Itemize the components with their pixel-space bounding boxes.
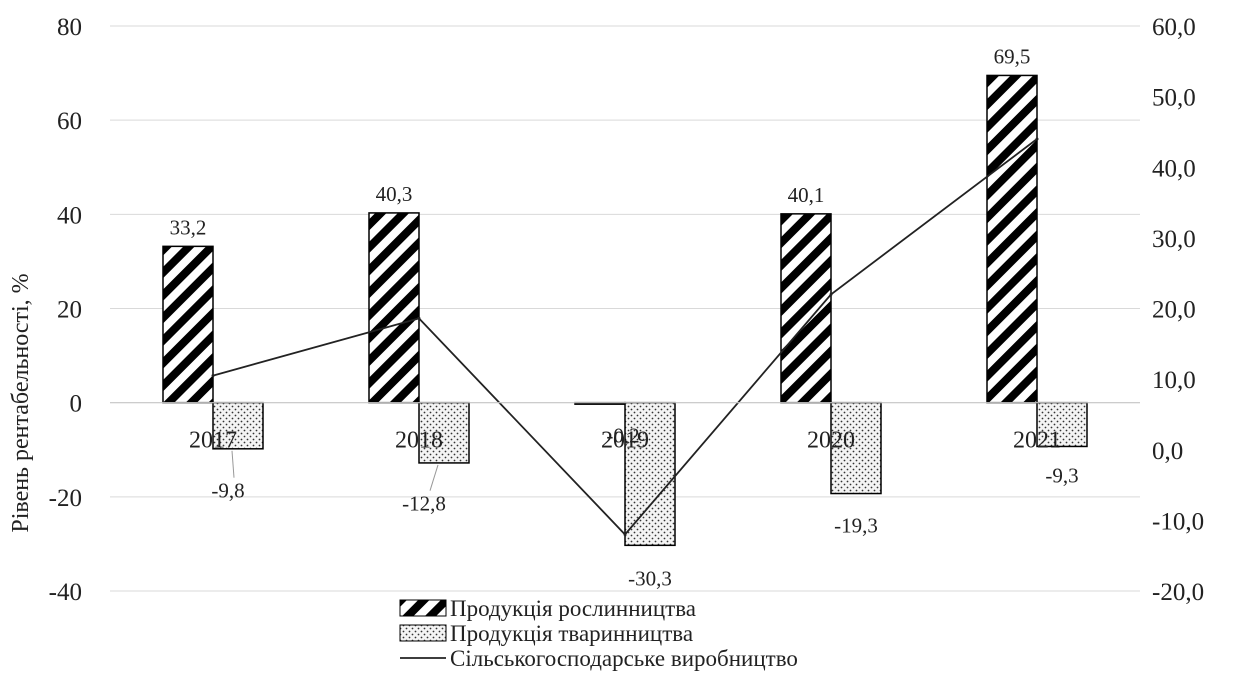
data-label-animal: -30,3 bbox=[628, 567, 672, 591]
data-label-plant: 40,3 bbox=[376, 182, 413, 206]
line-point bbox=[1035, 137, 1039, 141]
y2-tick-label: 20,0 bbox=[1152, 297, 1196, 324]
data-label-plant: 40,1 bbox=[788, 183, 825, 207]
bar-plant bbox=[780, 213, 832, 404]
y-tick-label: 60 bbox=[57, 108, 82, 135]
y2-tick-label: -20,0 bbox=[1152, 579, 1204, 606]
y-tick-label: 20 bbox=[57, 297, 82, 324]
y-axis-label: Рівень рентабельності, % bbox=[8, 273, 34, 532]
y2-tick-label: 60,0 bbox=[1152, 14, 1196, 41]
y-tick-label: 80 bbox=[57, 14, 82, 41]
bar-animal bbox=[212, 401, 264, 450]
y2-tick-label: 30,0 bbox=[1152, 226, 1196, 253]
line-series bbox=[211, 137, 1039, 536]
y-tick-label: 40 bbox=[57, 202, 82, 229]
data-label-animal: -9,8 bbox=[211, 479, 244, 503]
bar-plant bbox=[368, 212, 420, 404]
x-tick-label: 2020 bbox=[807, 428, 855, 454]
legend-swatch-dots bbox=[399, 624, 447, 642]
leader-line bbox=[231, 450, 235, 478]
data-label-animal: -12,8 bbox=[402, 492, 446, 516]
data-labels: 2017 2018 2019 2020 2021 33,2 40,3 -0,2 40,1 69,5… bbox=[170, 44, 1079, 590]
legend-swatch-hatch bbox=[399, 599, 447, 617]
y2-tick-label: 40,0 bbox=[1152, 155, 1196, 182]
leader-line bbox=[429, 464, 439, 491]
data-label-plant: 69,5 bbox=[994, 44, 1031, 68]
line-point bbox=[623, 533, 627, 536]
y-tick-label: -40 bbox=[49, 579, 82, 606]
bars bbox=[162, 74, 1088, 547]
bar-plant bbox=[162, 245, 214, 404]
x-tick-label: 2021 bbox=[1013, 428, 1061, 454]
y2-tick-label: -10,0 bbox=[1152, 508, 1204, 535]
line-point bbox=[829, 292, 833, 296]
bar-animal bbox=[1036, 401, 1088, 448]
data-label-animal: -19,3 bbox=[834, 514, 878, 538]
bar-animal bbox=[830, 401, 882, 495]
y2-tick-label: 50,0 bbox=[1152, 85, 1196, 112]
data-label-animal: -9,3 bbox=[1045, 464, 1078, 488]
x-tick-label: 2017 bbox=[189, 428, 237, 454]
line-point bbox=[211, 374, 215, 378]
line-point bbox=[417, 316, 421, 320]
y2-tick-label: 10,0 bbox=[1152, 367, 1196, 394]
y-tick-label: -20 bbox=[49, 485, 82, 512]
legend-label: Продукція рослинництва bbox=[450, 596, 696, 621]
x-tick-label: 2019 bbox=[601, 428, 649, 454]
legend-label: Сільськогосподарське виробництво bbox=[450, 646, 798, 671]
x-tick-label: 2018 bbox=[395, 428, 443, 454]
legend-label: Продукція тваринництва bbox=[450, 621, 693, 646]
y2-tick-label: 0,0 bbox=[1152, 438, 1183, 465]
bar-animal bbox=[624, 401, 676, 547]
data-label-plant: -0,2 bbox=[606, 424, 639, 448]
bar-animal bbox=[418, 401, 470, 464]
data-label-plant: 33,2 bbox=[170, 215, 207, 239]
bar-plant bbox=[986, 74, 1038, 404]
y-tick-label: 0 bbox=[70, 391, 83, 418]
axes: -40 -20 0 20 40 60 80 -20,0 -10,0 0,0 10,0 20,0 30,0… bbox=[49, 14, 1204, 606]
